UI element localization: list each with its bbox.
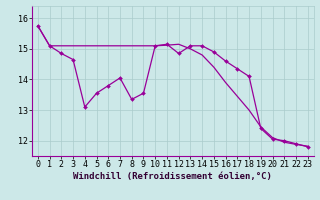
X-axis label: Windchill (Refroidissement éolien,°C): Windchill (Refroidissement éolien,°C)	[73, 172, 272, 181]
